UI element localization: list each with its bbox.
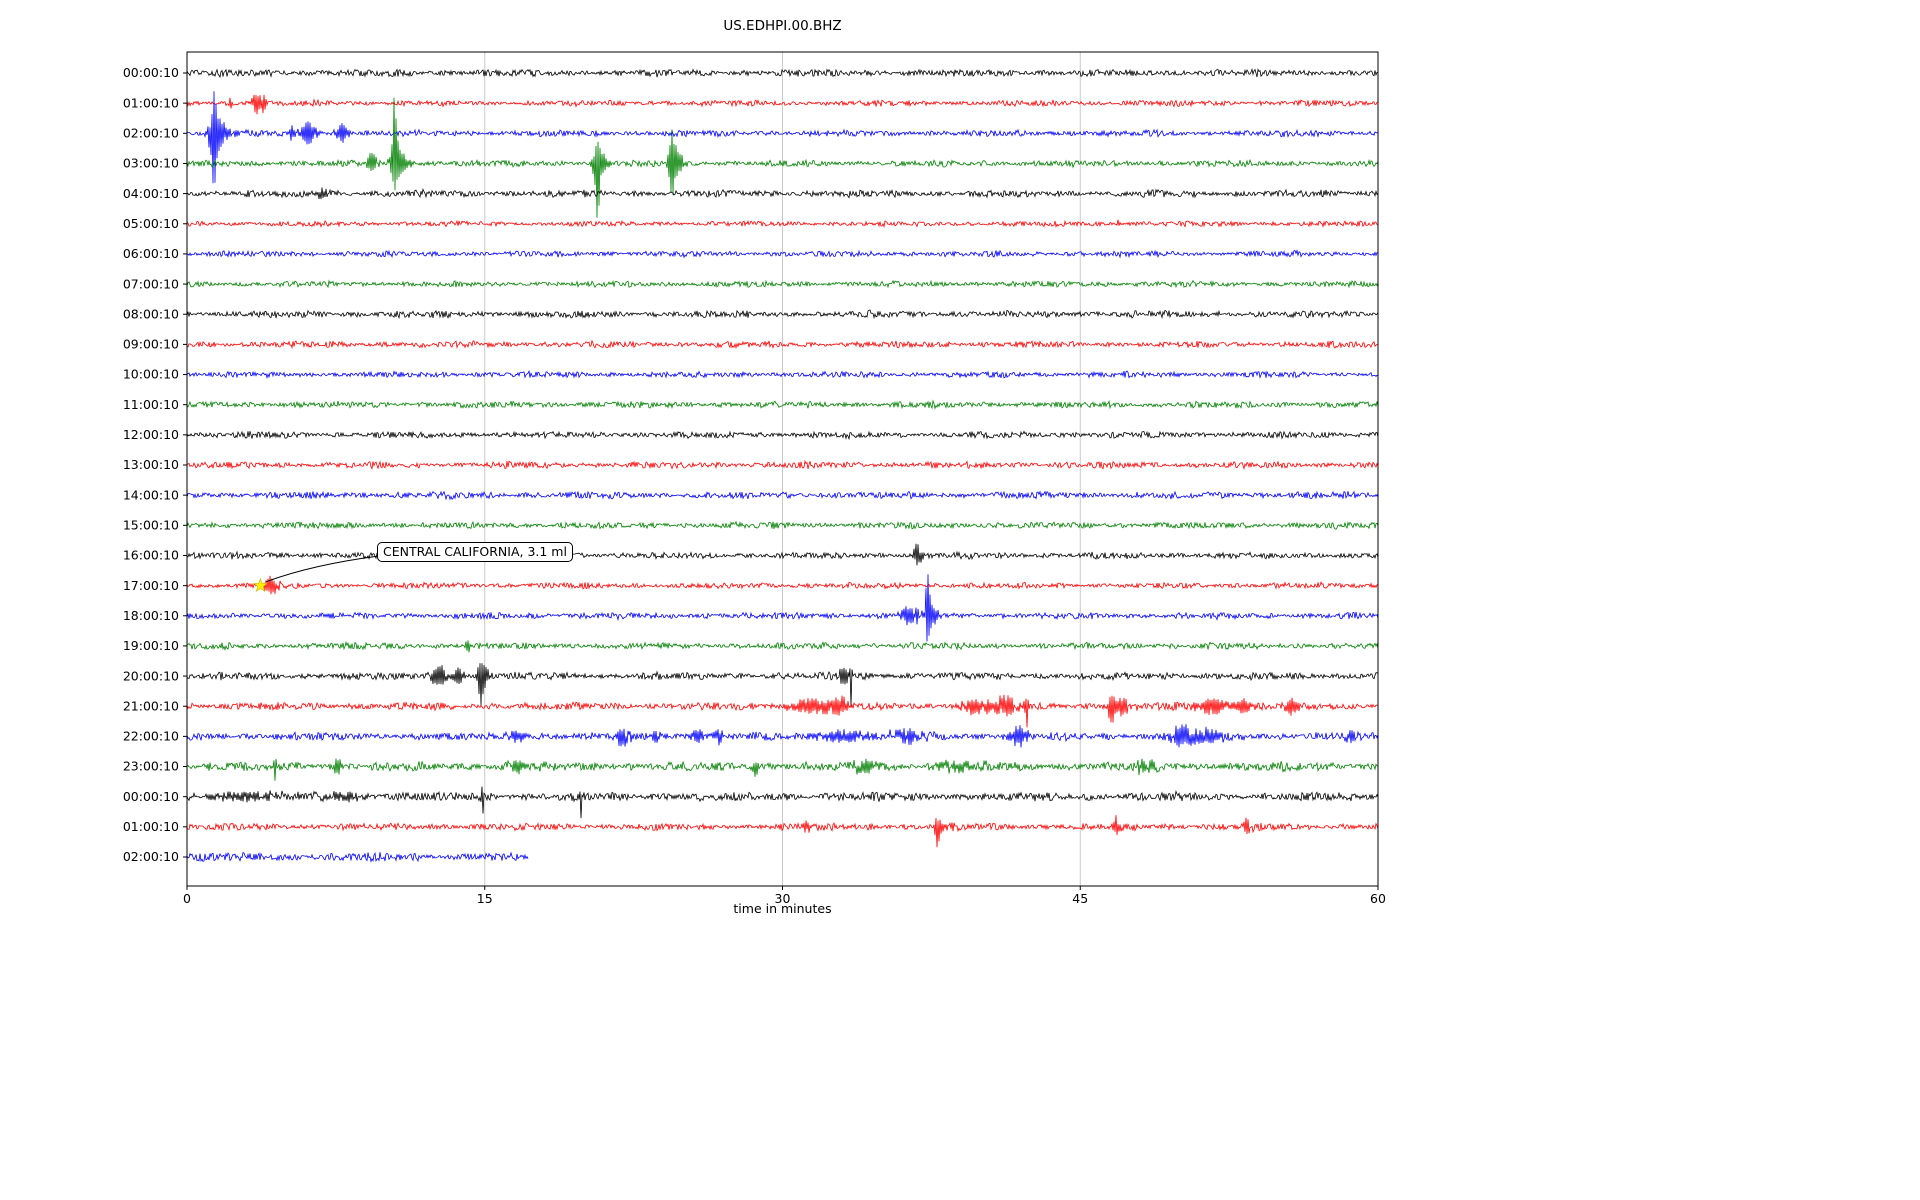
trace-row-8 bbox=[187, 309, 1378, 320]
y-tick-label: 02:00:10 bbox=[123, 126, 179, 141]
trace-row-25 bbox=[187, 815, 1378, 848]
event-marker-star-icon bbox=[252, 577, 268, 593]
y-tick-label: 07:00:10 bbox=[123, 276, 179, 291]
traces bbox=[187, 67, 1378, 863]
y-tick-label: 02:00:10 bbox=[123, 849, 179, 864]
y-tick-label: 09:00:10 bbox=[123, 337, 179, 352]
trace-row-20 bbox=[187, 663, 1378, 707]
y-tick-label: 12:00:10 bbox=[123, 427, 179, 442]
x-tick-label: 15 bbox=[477, 891, 493, 906]
trace-row-0 bbox=[187, 67, 1378, 79]
trace-row-26 bbox=[187, 851, 529, 863]
event-annotation-label: CENTRAL CALIFORNIA, 3.1 ml bbox=[377, 542, 573, 562]
x-axis-title: time in minutes bbox=[733, 901, 832, 916]
trace-row-21 bbox=[187, 694, 1378, 728]
trace-row-2 bbox=[187, 91, 1378, 184]
trace-row-12 bbox=[187, 430, 1378, 441]
annotation-arrow bbox=[266, 555, 380, 583]
axes: 00:00:10 01:00:10 02:00:10 03:00:10 04:00:10… bbox=[123, 51, 1386, 906]
y-tick-label: 16:00:10 bbox=[123, 548, 179, 563]
trace-row-11 bbox=[187, 399, 1378, 410]
trace-row-18 bbox=[187, 574, 1378, 642]
y-tick-label: 20:00:10 bbox=[123, 668, 179, 683]
trace-row-22 bbox=[187, 724, 1378, 748]
annotation bbox=[252, 555, 380, 593]
y-tick-label: 10:00:10 bbox=[123, 367, 179, 382]
trace-row-14 bbox=[187, 490, 1378, 501]
x-tick-label: 45 bbox=[1072, 891, 1088, 906]
x-tick-label: 0 bbox=[183, 891, 191, 906]
grid bbox=[484, 52, 1081, 886]
trace-row-7 bbox=[187, 279, 1378, 289]
y-tick-label: 18:00:10 bbox=[123, 608, 179, 623]
y-tick-label: 15:00:10 bbox=[123, 518, 179, 533]
y-tick-label: 14:00:10 bbox=[123, 487, 179, 502]
y-tick-label: 01:00:10 bbox=[123, 819, 179, 834]
trace-row-10 bbox=[187, 369, 1378, 380]
chart-title: US.EDHPI.00.BHZ bbox=[723, 18, 842, 34]
y-tick-label: 17:00:10 bbox=[123, 578, 179, 593]
y-tick-label: 06:00:10 bbox=[123, 246, 179, 261]
trace-row-1 bbox=[187, 94, 1378, 115]
trace-row-13 bbox=[187, 459, 1378, 471]
trace-row-19 bbox=[187, 640, 1378, 653]
y-tick-label: 11:00:10 bbox=[123, 397, 179, 412]
trace-row-5 bbox=[187, 219, 1378, 229]
trace-row-24 bbox=[187, 786, 1378, 819]
y-tick-label: 21:00:10 bbox=[123, 698, 179, 713]
trace-row-6 bbox=[187, 249, 1378, 259]
y-tick-label: 03:00:10 bbox=[123, 156, 179, 171]
y-tick-label: 04:00:10 bbox=[123, 186, 179, 201]
trace-row-17 bbox=[187, 575, 1378, 595]
trace-row-3 bbox=[187, 97, 1378, 218]
y-tick-label: 22:00:10 bbox=[123, 729, 179, 744]
trace-row-9 bbox=[187, 339, 1378, 350]
y-tick-label: 01:00:10 bbox=[123, 95, 179, 110]
trace-row-4 bbox=[187, 187, 1378, 200]
y-tick-label: 13:00:10 bbox=[123, 457, 179, 472]
trace-row-23 bbox=[187, 758, 1378, 781]
trace-row-15 bbox=[187, 520, 1378, 530]
y-tick-label: 08:00:10 bbox=[123, 306, 179, 321]
y-tick-label: 23:00:10 bbox=[123, 759, 179, 774]
y-tick-label: 00:00:10 bbox=[123, 65, 179, 80]
x-tick-label: 60 bbox=[1370, 891, 1386, 906]
y-tick-label: 05:00:10 bbox=[123, 216, 179, 231]
y-tick-label: 19:00:10 bbox=[123, 638, 179, 653]
y-tick-label: 00:00:10 bbox=[123, 789, 179, 804]
x-tick-label: 30 bbox=[775, 891, 791, 906]
